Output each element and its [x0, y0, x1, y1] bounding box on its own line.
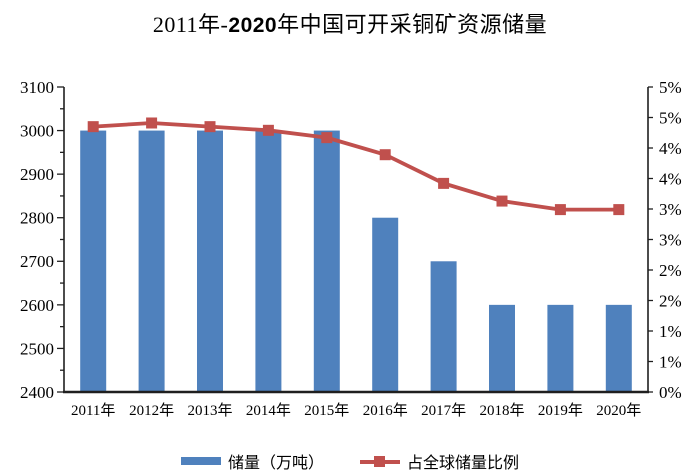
title-prefix: 2011年-	[152, 12, 229, 37]
x-axis-label: 2013年	[187, 402, 232, 419]
x-axis-label: 2017年	[421, 402, 466, 419]
left-axis-tick-label: 2400	[20, 383, 54, 402]
line-series-swatch-icon	[360, 455, 400, 468]
x-axis-label: 2011年	[71, 402, 115, 419]
line-marker	[554, 204, 566, 216]
bar	[547, 304, 574, 392]
right-axis-tick-label: 4%	[659, 169, 682, 188]
legend-label-global-share: 占全球储量比例	[407, 455, 520, 471]
right-axis-tick-label: 4%	[659, 139, 682, 158]
bar	[430, 261, 457, 392]
left-axis-tick-label: 2700	[20, 252, 54, 271]
line-marker	[146, 117, 158, 129]
bar	[255, 130, 282, 393]
line-marker	[438, 177, 450, 189]
right-axis-tick-label: 3%	[659, 200, 682, 219]
line-marker	[262, 124, 274, 136]
legend-label-reserves: 储量（万吨）	[227, 455, 324, 471]
x-axis-label: 2016年	[363, 402, 408, 419]
x-axis-label: 2020年	[596, 402, 641, 419]
left-axis-tick-label: 2500	[20, 339, 54, 358]
line-marker	[321, 132, 333, 144]
left-axis-tick-label: 3000	[20, 122, 54, 141]
bar-series-swatch-icon	[180, 457, 221, 465]
title-suffix: 年中国可开采铜矿资源储量	[277, 12, 548, 37]
legend-item-global-share: 占全球储量比例	[360, 449, 519, 471]
line-marker	[613, 204, 625, 216]
x-axis-label: 2012年	[129, 402, 174, 419]
left-axis-tick-label: 3100	[20, 78, 54, 97]
x-axis-label: 2019年	[538, 402, 583, 419]
bar	[80, 130, 107, 393]
line-marker	[496, 195, 508, 207]
right-axis-tick-label: 0%	[659, 383, 682, 402]
bar	[197, 130, 223, 393]
bar	[138, 130, 165, 393]
line-marker	[87, 121, 99, 133]
trend-line	[91, 121, 621, 212]
bar	[372, 217, 399, 392]
right-axis-tick-label: 2%	[659, 261, 682, 280]
line-marker	[204, 121, 216, 133]
x-axis-label: 2014年	[246, 402, 291, 419]
right-axis-tick-label: 5%	[659, 78, 682, 97]
bar	[313, 130, 340, 393]
bar	[489, 304, 515, 392]
legend: 储量（万吨） 占全球储量比例	[0, 449, 700, 471]
x-axis-label: 2015年	[304, 402, 349, 419]
line-marker	[379, 149, 391, 161]
legend-item-reserves: 储量（万吨）	[180, 449, 324, 471]
right-axis-tick-label: 2%	[659, 291, 682, 310]
right-axis-tick-label: 1%	[659, 322, 682, 341]
left-axis-tick-label: 2800	[20, 209, 54, 228]
right-axis-tick-label: 3%	[659, 230, 682, 249]
right-axis-tick-label: 1%	[659, 352, 682, 371]
chart-title: 2011年-2020年中国可开采铜矿资源储量	[0, 7, 700, 39]
right-axis-tick-label: 5%	[659, 108, 682, 127]
left-axis-tick-label: 2600	[20, 296, 54, 315]
x-axis-label: 2018年	[479, 402, 524, 419]
left-axis-tick-label: 2900	[20, 165, 54, 184]
bar	[605, 304, 632, 392]
line-swatch-marker	[374, 455, 385, 467]
title-bold-year: 2020	[228, 14, 278, 37]
